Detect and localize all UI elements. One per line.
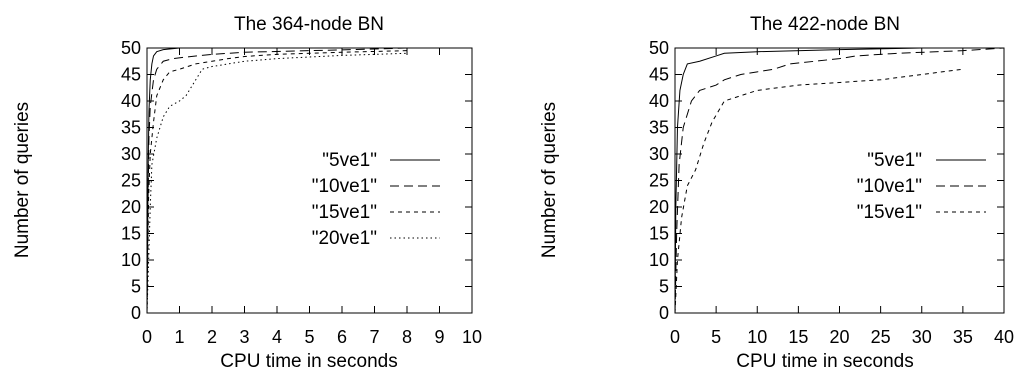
- x-tick-label: 15: [788, 327, 808, 347]
- y-tick-label: 40: [121, 91, 141, 111]
- x-tick-label: 20: [829, 327, 849, 347]
- chart-title: The 364-node BN: [234, 14, 384, 35]
- x-tick-label: 5: [711, 327, 721, 347]
- series-line-0: [674, 47, 1004, 314]
- x-tick-label: 8: [402, 327, 412, 347]
- x-tick-label: 3: [239, 327, 249, 347]
- x-tick-label: 0: [670, 327, 680, 347]
- y-tick-label: 40: [649, 91, 669, 111]
- x-axis-label: CPU time in seconds: [736, 351, 913, 372]
- y-tick-label: 10: [649, 250, 669, 270]
- x-axis-label: CPU time in seconds: [220, 351, 397, 372]
- y-tick-label: 25: [121, 171, 141, 191]
- legend-label: "20ve1": [312, 228, 377, 249]
- chart-panel-422-node: The 422-node BN CPU time in seconds Numb…: [539, 14, 1014, 372]
- x-tick-label: 9: [434, 327, 444, 347]
- series-line-3: [146, 52, 408, 314]
- y-tick-label: 50: [121, 38, 141, 58]
- y-tick-label: 15: [121, 224, 141, 244]
- x-tick-label: 25: [871, 327, 891, 347]
- y-tick-label: 30: [121, 144, 141, 164]
- y-tick-label: 20: [649, 197, 669, 217]
- x-tick-label: 30: [912, 327, 932, 347]
- legend-label: "15ve1": [312, 202, 377, 223]
- y-tick-label: 25: [649, 171, 669, 191]
- y-tick-label: 20: [121, 197, 141, 217]
- y-axis-label: Number of queries: [539, 102, 560, 258]
- series-line-1: [674, 47, 1005, 314]
- x-tick-label: 7: [369, 327, 379, 347]
- y-tick-label: 15: [649, 224, 669, 244]
- y-tick-label: 50: [649, 38, 669, 58]
- plot-frame: [674, 47, 1005, 314]
- legend-label: "10ve1": [312, 176, 377, 197]
- y-tick-label: 45: [649, 65, 669, 85]
- x-tick-label: 6: [337, 327, 347, 347]
- y-tick-label: 30: [649, 144, 669, 164]
- y-axis-label: Number of queries: [12, 102, 33, 258]
- x-tick-label: 10: [747, 327, 767, 347]
- x-tick-label: 1: [174, 327, 184, 347]
- y-tick-label: 5: [131, 277, 141, 297]
- y-tick-label: 45: [121, 65, 141, 85]
- legend-label: "10ve1": [857, 176, 922, 197]
- plot-frame: [146, 47, 473, 314]
- x-tick-label: 2: [207, 327, 217, 347]
- legend-label: "5ve1": [867, 150, 922, 171]
- y-tick-label: 0: [659, 303, 669, 323]
- chart-title: The 422-node BN: [750, 14, 900, 35]
- y-tick-label: 0: [131, 303, 141, 323]
- series-line-0: [146, 47, 472, 314]
- chart-panel-364-node: The 364-node BN CPU time in seconds Numb…: [12, 14, 482, 372]
- y-tick-label: 35: [121, 118, 141, 138]
- x-tick-label: 40: [994, 327, 1014, 347]
- series-line-2: [146, 50, 408, 314]
- x-tick-label: 5: [304, 327, 314, 347]
- y-tick-label: 10: [121, 250, 141, 270]
- series-line-1: [146, 47, 408, 314]
- y-tick-label: 5: [659, 277, 669, 297]
- legend-label: "5ve1": [322, 150, 377, 171]
- legend-label: "15ve1": [857, 202, 922, 223]
- x-tick-label: 10: [462, 327, 482, 347]
- y-tick-label: 35: [649, 118, 669, 138]
- x-tick-label: 4: [272, 327, 282, 347]
- x-tick-label: 0: [142, 327, 152, 347]
- x-tick-label: 35: [953, 327, 973, 347]
- series-line-2: [674, 68, 963, 314]
